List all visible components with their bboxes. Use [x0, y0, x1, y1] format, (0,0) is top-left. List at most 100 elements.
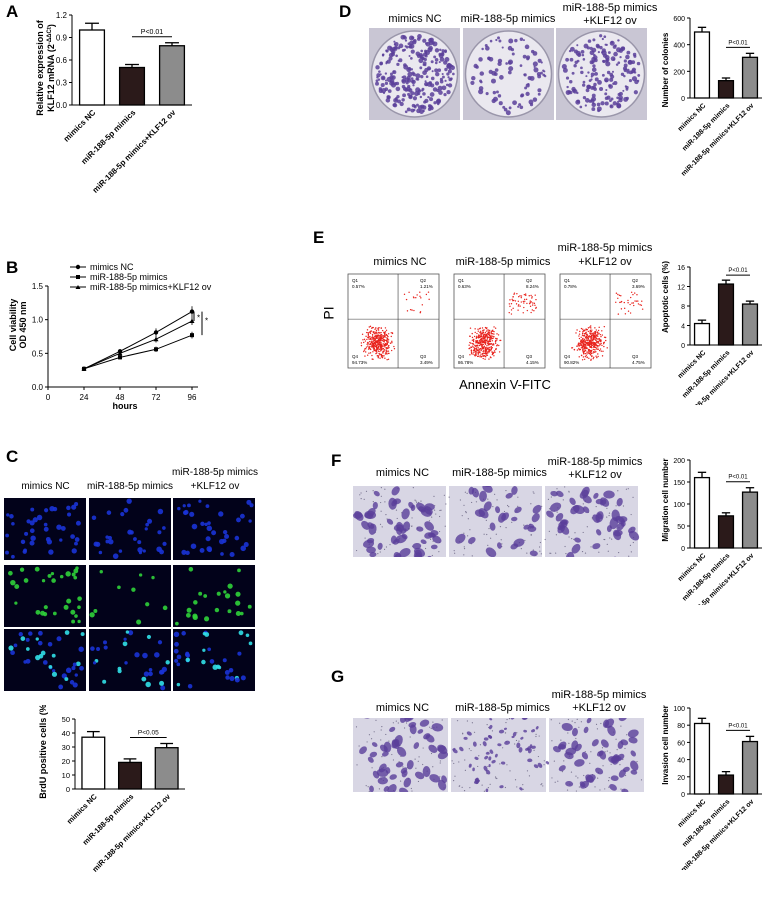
membrane-pore [567, 732, 569, 734]
membrane-pore [551, 740, 553, 742]
colony [572, 89, 578, 94]
bar-1 [693, 722, 711, 795]
event-dot [483, 334, 485, 336]
cell-nucleus [227, 609, 232, 614]
cell-nucleus [48, 664, 53, 669]
event-dot [379, 332, 381, 334]
event-dot [478, 335, 480, 337]
migrated-cell [581, 486, 590, 497]
y-tick-label: 30 [62, 743, 70, 752]
cell-nucleus [10, 650, 15, 656]
cell-nucleus [14, 584, 20, 590]
membrane-pore [584, 750, 586, 753]
migrated-cell [485, 752, 490, 755]
event-dot [366, 343, 368, 345]
migrated-cell [483, 765, 488, 772]
colony [430, 76, 435, 81]
membrane-pore [384, 501, 386, 503]
cell-nucleus [148, 668, 153, 672]
migrated-cell [555, 513, 564, 522]
event-dot [387, 358, 390, 360]
panel-c-ylabel: BrdU positive cells (%) [38, 705, 48, 799]
event-dot [475, 348, 477, 350]
cell-nucleus [223, 590, 227, 594]
panel-g-col-label-1: mimics NC [375, 702, 430, 714]
event-dot [589, 342, 591, 344]
colony [529, 75, 535, 81]
bar-2 [717, 774, 735, 795]
event-dot [632, 302, 635, 304]
migrated-cell [618, 769, 626, 778]
event-dot [365, 346, 368, 348]
cell-nucleus [64, 630, 70, 635]
cell-nucleus [60, 525, 66, 531]
colony [424, 42, 428, 45]
y-tick-label: 1.0 [32, 316, 44, 325]
event-dot [517, 309, 519, 311]
panel-e-col-label-3b: +KLF12 ov [578, 256, 632, 268]
event-dot [583, 340, 585, 342]
membrane-pore [431, 554, 433, 557]
colony [411, 79, 415, 84]
event-dot [477, 336, 480, 339]
cell-nucleus [227, 583, 233, 589]
membrane-pore [485, 519, 487, 521]
event-dot [416, 294, 418, 296]
event-dot [378, 352, 380, 355]
migrated-cell [399, 787, 409, 792]
event-dot [589, 349, 591, 352]
migrated-cell [531, 513, 540, 523]
event-dot [592, 336, 594, 338]
migrated-cell [595, 767, 604, 775]
colony [565, 76, 570, 80]
event-dot [371, 341, 373, 344]
cell-nucleus [26, 519, 31, 524]
migrated-cell [406, 760, 414, 770]
bar-1 [81, 736, 106, 790]
event-dot [419, 291, 421, 293]
x-tick-label: 96 [188, 393, 197, 402]
event-dot [519, 295, 521, 297]
cell-nucleus [56, 636, 62, 642]
cell-nucleus [37, 640, 43, 646]
event-dot [387, 339, 390, 341]
colony [576, 99, 580, 104]
migrated-cell [359, 746, 367, 755]
colony [582, 96, 587, 100]
membrane-pore [538, 546, 541, 548]
colony [441, 85, 447, 91]
colony [397, 99, 401, 104]
event-dot [371, 342, 373, 345]
membrane-pore [448, 496, 450, 498]
colony [590, 72, 595, 77]
event-dot [592, 357, 594, 360]
event-dot [580, 341, 583, 344]
colony [424, 54, 428, 58]
migrated-cell [569, 497, 576, 506]
event-dot [486, 344, 488, 347]
membrane-pore [590, 546, 592, 548]
migrated-cell [424, 506, 433, 515]
cell-nucleus [59, 574, 64, 579]
membrane-pore [461, 786, 463, 788]
event-dot [364, 351, 367, 353]
colony [622, 66, 628, 71]
migrated-cell [428, 532, 435, 538]
colony [416, 37, 421, 41]
event-dot [584, 345, 586, 347]
event-dot [479, 341, 482, 344]
colony [503, 107, 508, 112]
event-dot [372, 336, 374, 339]
cell-nucleus [117, 585, 121, 590]
bar-3 [741, 56, 759, 99]
panel-letter-a: A [6, 2, 19, 21]
event-dot [384, 357, 386, 359]
migrated-cell [393, 553, 402, 557]
migrated-cell [497, 542, 502, 549]
migrated-cell [482, 741, 487, 747]
quadrant-label: Q3 [420, 354, 427, 359]
cell-nucleus [42, 660, 48, 665]
panel-d-colony-plates [369, 28, 647, 120]
event-dot [477, 347, 479, 349]
event-dot [372, 343, 375, 345]
